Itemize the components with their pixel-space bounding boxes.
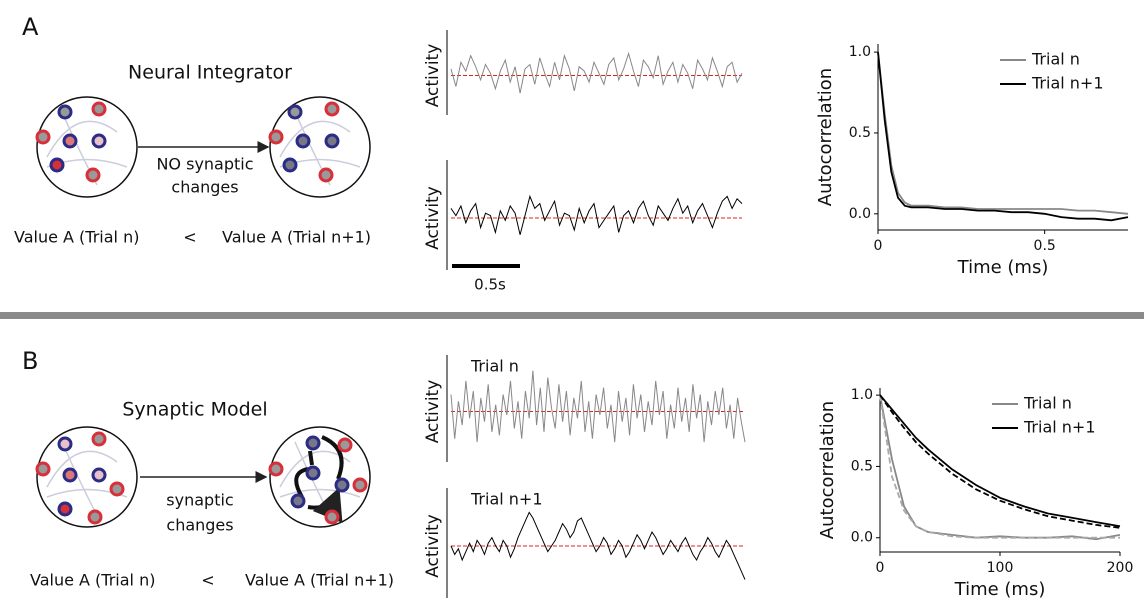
neuron xyxy=(282,157,298,173)
neuron xyxy=(324,101,340,117)
arrow-text: synaptic xyxy=(166,491,233,510)
arrow-text: NO synaptic xyxy=(156,155,253,174)
legend-label: Trial n+1 xyxy=(1023,418,1096,437)
y-axis-label: Activity xyxy=(423,44,443,108)
legend-label: Trial n+1 xyxy=(1031,74,1104,93)
neuron xyxy=(334,477,350,493)
y-tick-label: 0.0 xyxy=(849,206,871,222)
model-title: Neural Integrator xyxy=(128,62,292,84)
activity-trace xyxy=(450,511,746,580)
arrow-text: changes xyxy=(166,516,233,535)
neuron xyxy=(49,157,65,173)
neuron xyxy=(62,467,78,483)
y-axis-label: Autocorrelation xyxy=(817,401,838,539)
synaptic-arrows xyxy=(294,435,341,508)
network-boundary xyxy=(36,426,138,528)
y-axis-label: Activity xyxy=(423,514,443,578)
y-tick-label: 0.5 xyxy=(851,458,873,474)
neuron xyxy=(324,133,340,149)
comparison-op: < xyxy=(201,571,214,590)
x-tick-label: 0 xyxy=(876,560,885,576)
scale-bar-label: 0.5s xyxy=(474,276,506,294)
trace-title: Trial n xyxy=(470,357,519,376)
series-line xyxy=(879,394,1121,529)
neuron xyxy=(91,133,107,149)
neuron xyxy=(352,477,368,493)
comparison-right: Value A (Trial n+1) xyxy=(222,228,371,247)
neuron xyxy=(324,509,340,525)
y-axis-label: Activity xyxy=(423,186,443,250)
separator xyxy=(0,312,1144,319)
neuron xyxy=(287,104,303,120)
comparison-left: Value A (Trial n) xyxy=(14,228,139,247)
neuron xyxy=(57,436,73,452)
panel-label: B xyxy=(22,347,38,375)
neuron xyxy=(91,467,107,483)
neuron xyxy=(109,481,125,497)
activity-trace xyxy=(450,194,743,235)
neuron xyxy=(337,437,353,453)
neuron xyxy=(62,133,78,149)
y-axis-label: Autocorrelation xyxy=(815,68,836,206)
neuron xyxy=(85,167,101,183)
neuron xyxy=(87,509,103,525)
neuron xyxy=(305,465,321,481)
panel-label: A xyxy=(22,13,39,41)
series-line xyxy=(877,52,1129,222)
series-line xyxy=(879,394,1120,539)
neuron xyxy=(290,493,306,509)
comparison-left: Value A (Trial n) xyxy=(30,571,155,590)
x-tick-label: 0 xyxy=(874,238,883,254)
neuron xyxy=(35,461,51,477)
neuron xyxy=(35,129,51,145)
legend-label: Trial n xyxy=(1031,50,1080,69)
model-title: Synaptic Model xyxy=(122,399,267,421)
activity-trace xyxy=(450,51,743,94)
neuron xyxy=(57,104,73,120)
trace-title: Trial n+1 xyxy=(470,490,543,509)
neuron xyxy=(305,435,321,451)
y-tick-label: 0.5 xyxy=(849,125,871,141)
legend-label: Trial n xyxy=(1023,394,1072,413)
y-axis-label: Activity xyxy=(423,380,443,444)
network-boundary xyxy=(269,96,371,198)
x-tick-label: 100 xyxy=(987,560,1014,576)
comparison-right: Value A (Trial n+1) xyxy=(245,571,394,590)
comparison-op: < xyxy=(183,228,196,247)
x-tick-label: 0.5 xyxy=(1034,238,1056,254)
network-links xyxy=(46,441,128,516)
neuron xyxy=(318,167,334,183)
neuron xyxy=(268,461,284,477)
y-tick-label: 1.0 xyxy=(849,44,871,60)
network-boundary xyxy=(36,96,138,198)
activity-trace xyxy=(450,370,746,443)
neuron xyxy=(91,101,107,117)
y-tick-label: 0.0 xyxy=(851,530,873,546)
x-tick-label: 200 xyxy=(1107,560,1134,576)
y-tick-label: 1.0 xyxy=(851,387,873,403)
x-axis-label: Time (ms) xyxy=(957,257,1049,278)
neuron xyxy=(57,501,73,517)
arrow-text: changes xyxy=(171,178,238,197)
neuron xyxy=(91,431,107,447)
series-line xyxy=(877,52,1129,215)
neuron xyxy=(268,129,284,145)
x-axis-label: Time (ms) xyxy=(954,579,1046,600)
neuron xyxy=(295,133,311,149)
series-line xyxy=(879,394,1121,528)
